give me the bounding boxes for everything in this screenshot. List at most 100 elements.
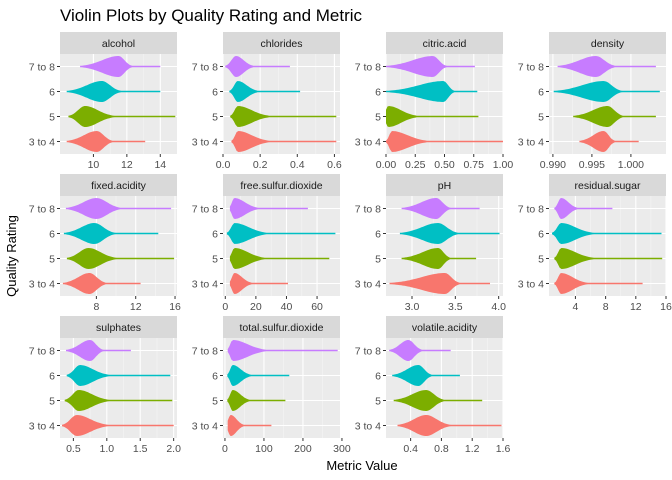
x-axis-title: Metric Value — [326, 458, 397, 473]
x-tick-label: 1.00 — [493, 159, 514, 171]
facet-label: total.sulfur.dioxide — [239, 322, 323, 334]
x-tick-label: 0.995 — [579, 159, 605, 171]
violin-total-sulfur-dioxide-6 — [227, 365, 290, 386]
x-tick-label: 1.0 — [99, 443, 114, 455]
violin-volatile-acidity-6 — [392, 365, 460, 386]
x-tick-label: 8 — [93, 301, 99, 313]
x-tick-label: 300 — [333, 443, 351, 455]
facet-strip — [60, 32, 177, 54]
y-tick-label: 5 — [375, 254, 381, 266]
facet-strip — [223, 32, 340, 54]
facet-strip — [386, 32, 503, 54]
facet-chlorides: chlorides 0.0 0.2 0.4 0.6 7 to 8 6 5 3 to 4 — [192, 32, 342, 171]
violin-fixed-acidity-7-to-8 — [65, 198, 172, 219]
violin-free-sulfur-dioxide-3-to-4 — [229, 273, 288, 294]
facet-label: density — [591, 38, 625, 50]
violin-residual-sugar-6 — [552, 223, 662, 244]
facet-strip — [549, 32, 666, 54]
y-tick-label: 3 to 4 — [29, 279, 55, 291]
facet-ph: pH 3.0 3.5 4.0 7 to 8 6 5 3 to 4 — [355, 174, 506, 313]
violin-chlorides-6 — [229, 81, 301, 102]
violin-residual-sugar-3-to-4 — [554, 273, 643, 294]
violin-sulphates-5 — [64, 390, 173, 411]
x-tick-label: 0.6 — [327, 159, 342, 171]
x-tick-label: 10 — [88, 159, 100, 171]
facet-strip — [60, 174, 177, 196]
violin-free-sulfur-dioxide-5 — [229, 248, 330, 269]
facet-strip — [549, 174, 666, 196]
y-tick-label: 5 — [538, 254, 544, 266]
y-tick-label: 6 — [49, 229, 55, 241]
x-tick-label: 0.0 — [216, 159, 231, 171]
y-tick-label: 3 to 4 — [518, 137, 544, 149]
violin-citric-acid-7-to-8 — [386, 56, 475, 77]
chart-title: Violin Plots by Quality Rating and Metri… — [60, 6, 363, 25]
y-tick-label: 3 to 4 — [192, 421, 218, 433]
y-tick-label: 6 — [538, 229, 544, 241]
facet-free-sulfur-dioxide: free.sulfur.dioxide 0 20 40 60 7 to 8 6 5 3 to 4 — [192, 174, 340, 313]
y-tick-label: 6 — [538, 87, 544, 99]
x-tick-label: 12 — [630, 301, 642, 313]
facet-label: alcohol — [102, 38, 135, 50]
y-tick-label: 7 to 8 — [29, 204, 55, 216]
x-tick-label: 20 — [250, 301, 262, 313]
y-axis-title: Quality Rating — [4, 215, 19, 297]
y-tick-label: 7 to 8 — [192, 346, 218, 358]
y-tick-label: 5 — [49, 396, 55, 408]
x-tick-label: 16 — [169, 301, 181, 313]
y-tick-label: 5 — [375, 396, 381, 408]
violin-sulphates-6 — [66, 365, 171, 386]
violin-citric-acid-3-to-4 — [386, 131, 503, 152]
violin-ph-7-to-8 — [401, 198, 480, 219]
x-tick-label: 12 — [121, 159, 133, 171]
facet-label: fixed.acidity — [91, 180, 147, 192]
y-tick-label: 3 to 4 — [355, 137, 381, 149]
y-tick-label: 5 — [375, 112, 381, 124]
violin-chlorides-7-to-8 — [225, 56, 290, 77]
y-tick-label: 3 to 4 — [355, 279, 381, 291]
violin-chlorides-3-to-4 — [231, 131, 337, 152]
facet-fixed-acidity: fixed.acidity 8 12 16 7 to 8 6 5 3 to 4 — [29, 174, 181, 313]
facet-label: chlorides — [260, 38, 302, 50]
violin-chlorides-5 — [230, 106, 337, 127]
facet-label: volatile.acidity — [412, 322, 478, 334]
x-tick-label: 1.000 — [618, 159, 644, 171]
x-tick-label: 0.4 — [403, 443, 418, 455]
violin-alcohol-6 — [66, 81, 161, 102]
facet-label: citric.acid — [423, 38, 467, 50]
y-tick-label: 7 to 8 — [355, 62, 381, 74]
facet-label: pH — [438, 180, 451, 192]
y-tick-label: 6 — [212, 87, 218, 99]
y-tick-label: 3 to 4 — [29, 137, 55, 149]
violin-residual-sugar-7-to-8 — [554, 198, 613, 219]
violin-volatile-acidity-5 — [393, 390, 483, 411]
y-tick-label: 5 — [49, 112, 55, 124]
x-tick-label: 0.50 — [434, 159, 455, 171]
y-tick-label: 6 — [375, 229, 381, 241]
violin-ph-6 — [399, 223, 500, 244]
violin-fixed-acidity-6 — [63, 223, 159, 244]
x-tick-label: 12 — [130, 301, 142, 313]
y-tick-label: 5 — [49, 254, 55, 266]
y-tick-label: 7 to 8 — [29, 346, 55, 358]
y-tick-label: 7 to 8 — [518, 204, 544, 216]
y-tick-label: 6 — [49, 87, 55, 99]
x-tick-label: 0 — [222, 443, 228, 455]
facet-strip — [223, 316, 340, 338]
violin-ph-5 — [401, 248, 477, 269]
y-tick-label: 7 to 8 — [355, 346, 381, 358]
y-tick-label: 7 to 8 — [192, 62, 218, 74]
x-tick-label: 1.2 — [465, 443, 480, 455]
facet-sulphates: sulphates 0.5 1.0 1.5 2.0 7 to 8 6 5 3 to 4 — [29, 316, 181, 455]
x-tick-label: 200 — [294, 443, 312, 455]
y-tick-label: 7 to 8 — [29, 62, 55, 74]
x-tick-label: 0 — [222, 301, 228, 313]
facet-strip — [223, 174, 340, 196]
x-tick-label: 60 — [311, 301, 323, 313]
y-tick-label: 7 to 8 — [192, 204, 218, 216]
y-tick-label: 5 — [212, 112, 218, 124]
x-tick-label: 3.5 — [448, 301, 463, 313]
violin-density-7-to-8 — [557, 56, 656, 77]
y-tick-label: 7 to 8 — [355, 204, 381, 216]
